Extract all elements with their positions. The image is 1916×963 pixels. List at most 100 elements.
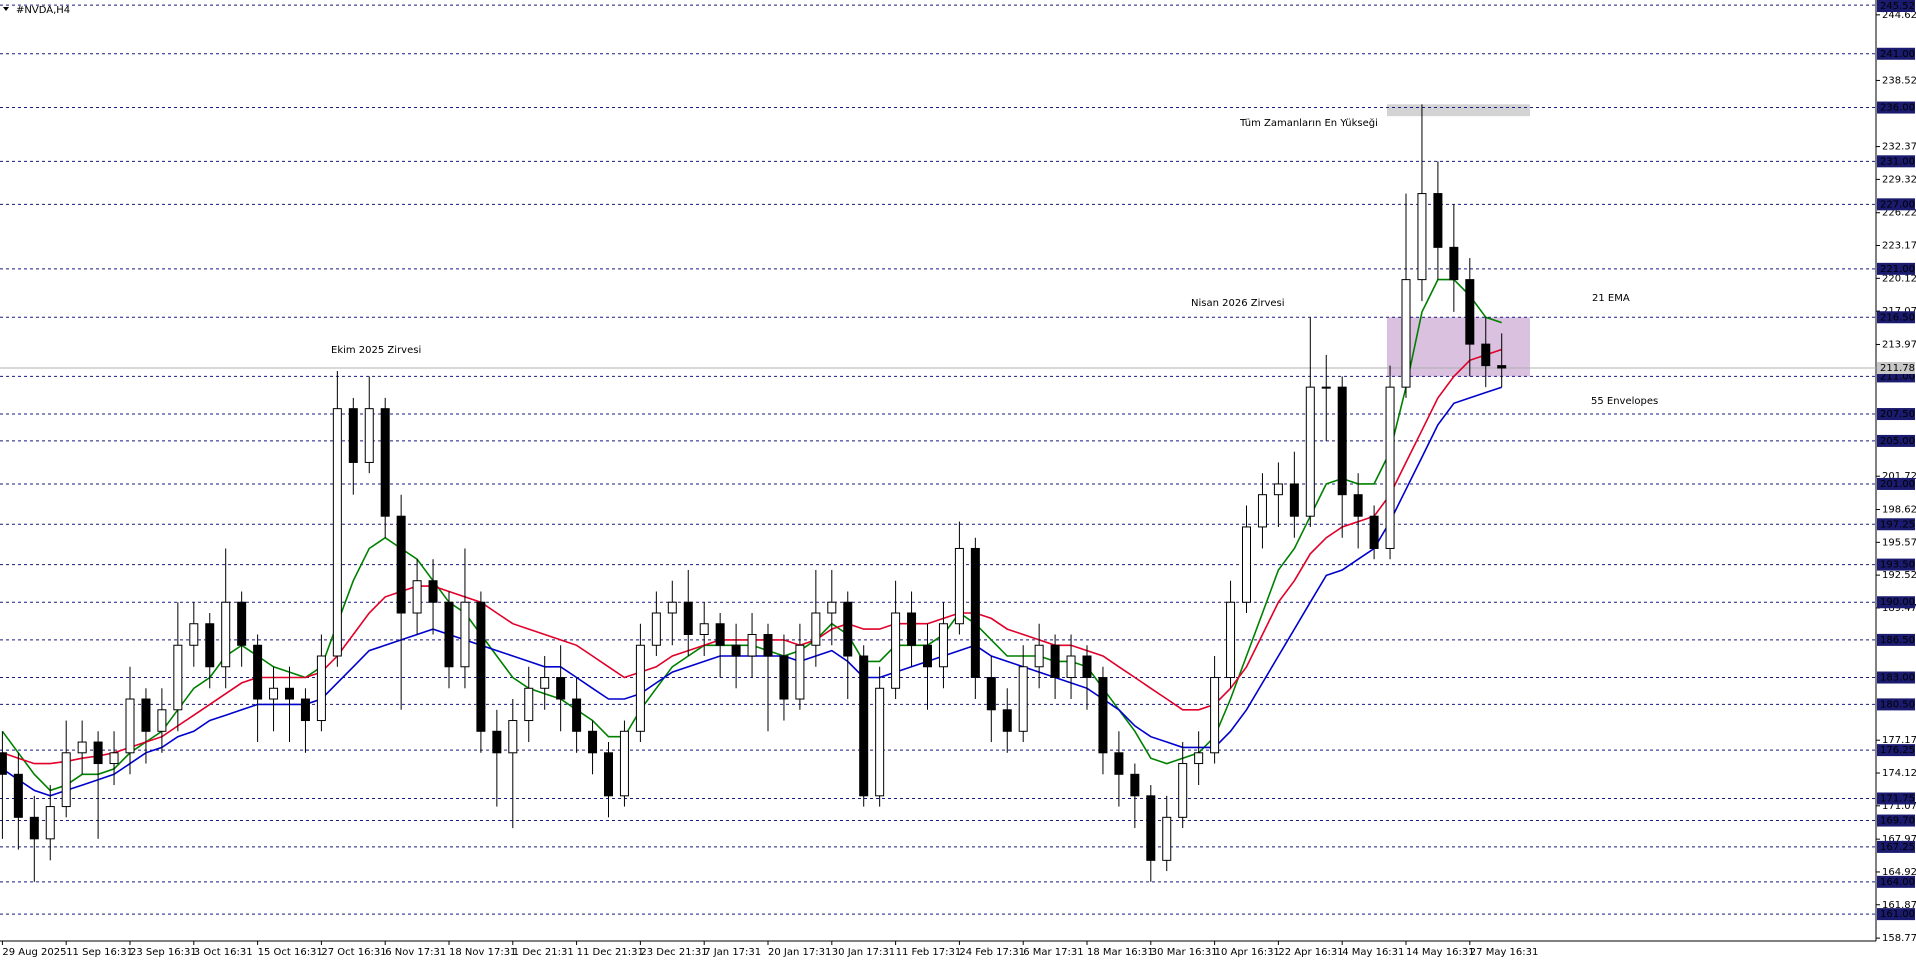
candle-body: [173, 644, 183, 711]
candle-body: [1257, 494, 1267, 528]
line-label: 55 Envelopes: [1591, 396, 1658, 407]
level-label-box: [1877, 840, 1915, 853]
x-tick-label: 18 Nov 17:31: [449, 947, 516, 958]
y-tick-label: 213.97: [1882, 339, 1916, 350]
candle-body: [715, 623, 725, 646]
candle-body: [141, 698, 151, 732]
x-tick-label: 30 Mar 16:31: [1151, 947, 1218, 958]
candle-body: [635, 644, 645, 732]
level-label: 211.00: [1880, 371, 1915, 382]
level-label-box: [1877, 814, 1915, 827]
candle-body: [1385, 386, 1395, 549]
current-price-label: 211.78: [1880, 363, 1915, 374]
y-tick-label: 192.52: [1882, 570, 1916, 581]
y-tick-label: 226.22: [1882, 208, 1916, 219]
candle-body: [13, 773, 23, 818]
candle-body: [77, 741, 87, 754]
level-label: 183.00: [1880, 673, 1915, 684]
level-label-box: [1877, 434, 1915, 447]
candle-body: [1082, 655, 1092, 679]
y-tick-label: 195.57: [1882, 537, 1916, 548]
candle-body: [938, 623, 948, 668]
candle-body: [731, 644, 741, 657]
candle-body: [508, 720, 518, 754]
x-tick-label: 6 Nov 17:31: [385, 947, 446, 958]
candle-body: [492, 730, 502, 754]
candle-body: [285, 687, 294, 700]
candle-body: [859, 655, 869, 797]
candle-body: [795, 644, 805, 700]
candle-body: [1002, 709, 1012, 732]
level-label: 236.00: [1880, 103, 1915, 114]
x-tick-label: 1 Dec 21:31: [513, 947, 574, 958]
candle-body: [907, 612, 917, 646]
y-tick-label: 177.17: [1882, 735, 1916, 746]
x-tick-label: 11 Sep 16:31: [66, 947, 133, 958]
level-label: 241.00: [1880, 49, 1915, 60]
y-tick-label: 244.62: [1882, 10, 1916, 21]
level-label: 176.25: [1880, 745, 1915, 756]
y-tick-label: 229.32: [1882, 174, 1916, 185]
candle-body: [237, 601, 247, 646]
candle-body: [157, 709, 167, 732]
level-label: 216.50: [1880, 312, 1915, 323]
level-label: 205.00: [1880, 436, 1915, 447]
level-label-box: [1877, 875, 1915, 888]
candle-body: [1162, 816, 1172, 861]
candle-body: [1273, 483, 1283, 496]
y-tick-label: 223.17: [1882, 241, 1916, 252]
candle-body: [1178, 763, 1188, 818]
y-tick-label: 161.87: [1882, 900, 1916, 911]
candle-body: [588, 730, 598, 754]
candle-body: [1369, 515, 1379, 549]
x-tick-label: 11 Dec 21:31: [577, 947, 644, 958]
candle-body: [540, 677, 550, 689]
annotation: Ekim 2025 Zirvesi: [331, 345, 421, 356]
level-label: 227.00: [1880, 199, 1915, 210]
candle-body: [1289, 483, 1299, 517]
candle-body: [189, 623, 199, 646]
candle-body: [875, 687, 885, 797]
x-tick-label: 22 Apr 16:31: [1278, 947, 1343, 958]
candle-body: [29, 816, 39, 840]
y-tick-label: 198.62: [1882, 505, 1916, 516]
level-label-box: [1877, 0, 1915, 12]
candle-body: [0, 752, 7, 775]
candle-body: [412, 580, 422, 614]
level-label-box: [1877, 262, 1915, 275]
level-label: 245.52: [1880, 1, 1915, 12]
candle-body: [604, 752, 613, 797]
candle-body: [109, 752, 119, 765]
candle-body: [45, 806, 55, 840]
y-tick-label: 167.97: [1882, 834, 1916, 845]
candle-body: [300, 698, 310, 722]
candle-body: [651, 612, 661, 646]
candle-body: [1433, 193, 1443, 248]
candle-body: [1321, 386, 1331, 389]
candle-body: [891, 612, 901, 689]
x-tick-label: 23 Sep 16:31: [130, 947, 197, 958]
candle-body: [954, 547, 964, 625]
candle-body: [1305, 386, 1315, 517]
level-label-box: [1877, 155, 1915, 168]
annotation: Tüm Zamanların En Yükseği: [1239, 117, 1378, 129]
level-label-box: [1877, 101, 1915, 114]
symbol: #NVDA,H4: [16, 5, 70, 16]
line-label: 21 EMA: [1592, 293, 1630, 304]
zone: [1387, 104, 1530, 117]
x-tick-label: 30 Jan 17:31: [832, 947, 895, 958]
candle-body: [380, 408, 390, 517]
candle-body: [1194, 752, 1204, 765]
candle-body: [205, 623, 215, 668]
candle-body: [1337, 386, 1347, 496]
symbol-arrow: [3, 7, 9, 11]
y-tick-label: 164.92: [1882, 867, 1916, 878]
x-tick-label: 27 Oct 16:31: [321, 947, 386, 958]
candle-body: [1481, 343, 1491, 367]
x-tick-label: 20 Jan 17:31: [768, 947, 831, 958]
candle-body: [1226, 601, 1236, 679]
candle-body: [1497, 365, 1507, 369]
candle-body: [460, 601, 470, 668]
level-label-box: [1877, 198, 1915, 211]
